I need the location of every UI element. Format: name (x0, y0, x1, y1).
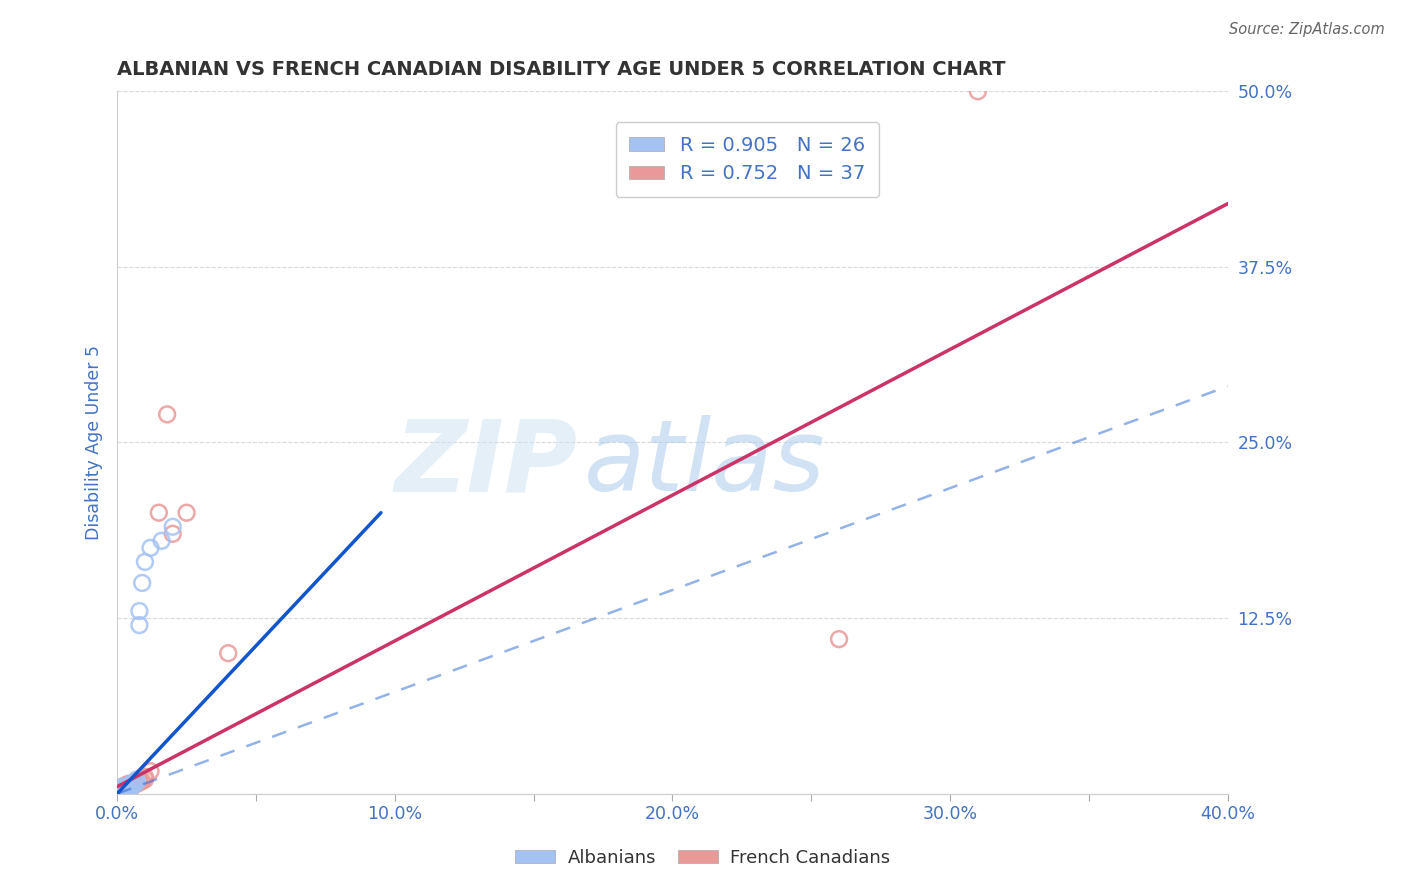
Point (128, 618, 150, 632)
Point (122, 775, 145, 789)
Point (117, 780, 139, 795)
Point (120, 780, 142, 795)
Y-axis label: Disability Age Under 5: Disability Age Under 5 (86, 345, 103, 540)
Text: ALBANIAN VS FRENCH CANADIAN DISABILITY AGE UNDER 5 CORRELATION CHART: ALBANIAN VS FRENCH CANADIAN DISABILITY A… (117, 60, 1005, 78)
Point (134, 772, 156, 787)
Point (108, 782, 131, 797)
Point (122, 775, 145, 789)
Point (111, 780, 134, 795)
Text: atlas: atlas (583, 415, 825, 512)
Point (156, 408, 179, 422)
Point (131, 774, 153, 789)
Point (120, 780, 142, 794)
Point (114, 780, 136, 794)
Point (176, 506, 198, 520)
Point (114, 780, 136, 795)
Point (828, 632, 851, 647)
Point (111, 782, 134, 797)
Point (128, 772, 150, 787)
Point (139, 764, 162, 779)
Point (150, 533, 173, 548)
Point (117, 777, 139, 791)
Text: Source: ZipAtlas.com: Source: ZipAtlas.com (1229, 22, 1385, 37)
Point (114, 782, 136, 797)
Point (148, 506, 170, 520)
Point (122, 778, 145, 792)
Point (966, 84, 988, 98)
Point (108, 782, 131, 797)
Point (122, 777, 145, 791)
Point (114, 780, 136, 794)
Point (120, 777, 142, 791)
Point (134, 770, 156, 784)
Point (108, 780, 131, 795)
Point (128, 775, 150, 789)
Point (111, 780, 134, 794)
Point (120, 777, 142, 791)
Point (117, 780, 139, 795)
Point (117, 780, 139, 794)
Point (108, 782, 131, 797)
Point (108, 784, 131, 798)
Point (131, 576, 153, 591)
Point (134, 555, 156, 569)
Point (111, 782, 134, 797)
Point (111, 780, 134, 795)
Point (162, 526, 184, 541)
Point (120, 780, 142, 794)
Point (125, 775, 148, 789)
Point (125, 777, 148, 791)
Point (117, 778, 139, 792)
Point (108, 780, 131, 795)
Point (114, 780, 136, 795)
Point (162, 520, 184, 534)
Text: ZIP: ZIP (395, 415, 578, 512)
Legend: Albanians, French Canadians: Albanians, French Canadians (509, 842, 897, 874)
Point (117, 778, 139, 792)
Point (111, 782, 134, 797)
Point (114, 778, 136, 792)
Point (111, 780, 134, 795)
Point (111, 780, 134, 794)
Point (114, 782, 136, 797)
Point (128, 604, 150, 618)
Point (125, 772, 148, 787)
Point (217, 646, 239, 660)
Point (139, 541, 162, 555)
Legend: R = 0.905   N = 26, R = 0.752   N = 37: R = 0.905 N = 26, R = 0.752 N = 37 (616, 122, 879, 197)
Point (111, 782, 134, 797)
Point (114, 780, 136, 794)
Point (122, 778, 145, 792)
Point (108, 784, 131, 798)
